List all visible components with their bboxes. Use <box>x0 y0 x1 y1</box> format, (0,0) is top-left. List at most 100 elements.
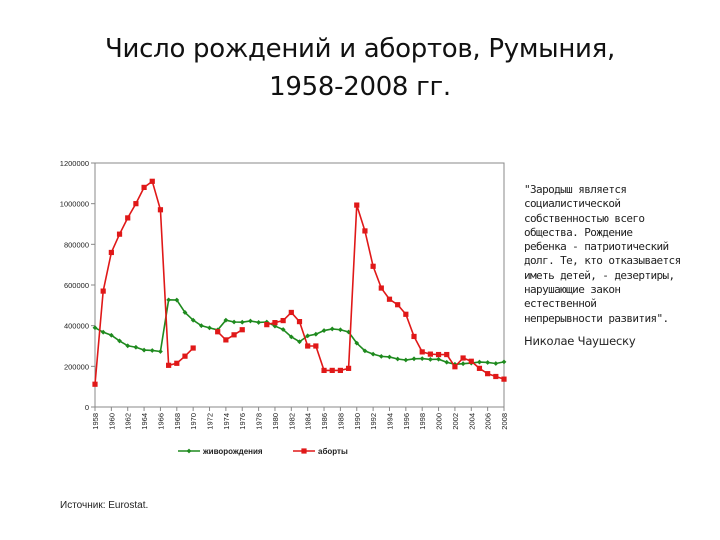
data-point-square <box>411 333 417 340</box>
ceausescu-quote: "Зародыш является социалистической собст… <box>524 183 681 325</box>
legend-marker-diamond <box>186 448 192 454</box>
data-point-square <box>190 345 196 351</box>
legend-label: аборты <box>318 447 348 456</box>
data-point-square <box>395 302 401 308</box>
series-line <box>266 204 505 380</box>
title-line-1: Число рождений и абортов, Румыния, <box>105 34 615 64</box>
data-point-diamond <box>313 331 319 337</box>
x-tick-label: 1974 <box>222 413 231 430</box>
legend-item: аборты <box>293 447 348 456</box>
x-axis: 1958 1960 1962 1964 1966 1968 1970 1972 1974 1976… <box>91 407 509 430</box>
data-point-diamond <box>493 361 499 366</box>
data-point-diamond <box>395 356 401 362</box>
data-point-diamond <box>419 356 425 362</box>
data-point-diamond <box>362 348 368 354</box>
data-point-diamond <box>198 323 204 329</box>
y-tick-label: 200000 <box>64 362 89 371</box>
data-point-square <box>403 311 409 317</box>
data-point-diamond <box>190 317 196 323</box>
data-point-square <box>239 327 245 333</box>
x-tick-label: 2002 <box>451 413 460 430</box>
data-point-diamond <box>149 348 155 353</box>
data-point-diamond <box>460 361 466 367</box>
x-tick-label: 1990 <box>353 413 362 430</box>
data-point-square <box>419 349 425 355</box>
x-tick-label: 1964 <box>140 413 149 430</box>
x-tick-label: 1992 <box>369 413 378 430</box>
data-point-square <box>108 249 114 256</box>
y-tick-label: 800000 <box>64 240 89 249</box>
data-point-diamond <box>207 325 212 331</box>
data-point-square <box>362 228 368 234</box>
quote-author: Николае Чаушеску <box>524 334 636 348</box>
data-point-diamond <box>174 297 180 303</box>
data-point-square <box>313 343 319 349</box>
x-tick-label: 1980 <box>271 413 280 430</box>
data-point-square <box>296 319 303 325</box>
data-point-diamond <box>436 356 441 362</box>
x-tick-label: 2006 <box>484 413 493 430</box>
data-point-diamond <box>477 359 482 365</box>
data-point-diamond <box>158 349 163 354</box>
data-point-diamond <box>403 357 409 363</box>
x-tick-label: 1966 <box>156 413 165 430</box>
x-tick-label: 1970 <box>189 413 198 430</box>
y-tick-label: 600000 <box>64 281 89 290</box>
data-point-square <box>444 351 450 358</box>
data-point-diamond <box>387 354 392 360</box>
x-tick-label: 1994 <box>385 413 394 430</box>
data-point-square <box>329 367 335 373</box>
data-point-square <box>264 322 270 328</box>
data-point-square <box>501 376 507 382</box>
data-point-square <box>92 381 98 387</box>
data-point-diamond <box>166 297 172 303</box>
data-point-diamond <box>329 326 335 332</box>
data-point-square <box>157 207 164 213</box>
x-tick-label: 1962 <box>124 413 133 430</box>
slide-title: Число рождений и абортов, Румыния, 1958-… <box>60 30 660 106</box>
data-point-square <box>149 178 155 184</box>
series-abortions <box>92 178 507 387</box>
data-point-square <box>116 231 123 237</box>
data-point-square <box>354 202 360 208</box>
y-axis: 0 200000 400000 600000 800000 1000000 1200000 <box>60 159 95 412</box>
data-point-square <box>493 373 499 380</box>
x-tick-label: 1986 <box>320 413 329 430</box>
data-point-diamond <box>223 317 229 323</box>
title-line-2: 1958-2008 гг. <box>269 72 451 102</box>
data-point-square <box>427 351 433 357</box>
data-point-square <box>468 358 474 364</box>
data-point-square <box>215 329 221 335</box>
data-point-square <box>231 332 237 338</box>
x-tick-label: 1972 <box>206 413 215 430</box>
data-point-square <box>166 362 172 368</box>
series-layer <box>92 178 507 387</box>
x-tick-label: 1984 <box>304 413 313 430</box>
x-tick-label: 1976 <box>238 413 247 430</box>
data-point-diamond <box>280 327 286 332</box>
data-point-diamond <box>108 332 114 338</box>
data-point-square <box>345 365 352 371</box>
data-point-square <box>100 288 106 294</box>
data-point-square <box>305 343 311 349</box>
data-point-diamond <box>321 328 327 333</box>
data-point-diamond <box>117 338 122 344</box>
data-point-diamond <box>288 334 294 340</box>
data-point-diamond <box>182 310 188 315</box>
x-tick-label: 2004 <box>467 413 476 430</box>
data-point-diamond <box>378 353 384 359</box>
data-point-diamond <box>485 360 491 365</box>
data-point-diamond <box>411 356 417 362</box>
data-point-diamond <box>239 319 245 325</box>
x-tick-label: 2008 <box>500 413 509 430</box>
data-point-diamond <box>370 351 376 357</box>
data-point-diamond <box>354 340 360 346</box>
x-tick-label: 1982 <box>287 413 296 430</box>
data-point-square <box>337 367 343 373</box>
data-point-square <box>485 371 491 377</box>
data-point-diamond <box>100 329 106 335</box>
x-tick-label: 1978 <box>255 413 264 430</box>
x-tick-label: 1988 <box>336 413 345 430</box>
y-tick-label: 400000 <box>64 322 89 331</box>
